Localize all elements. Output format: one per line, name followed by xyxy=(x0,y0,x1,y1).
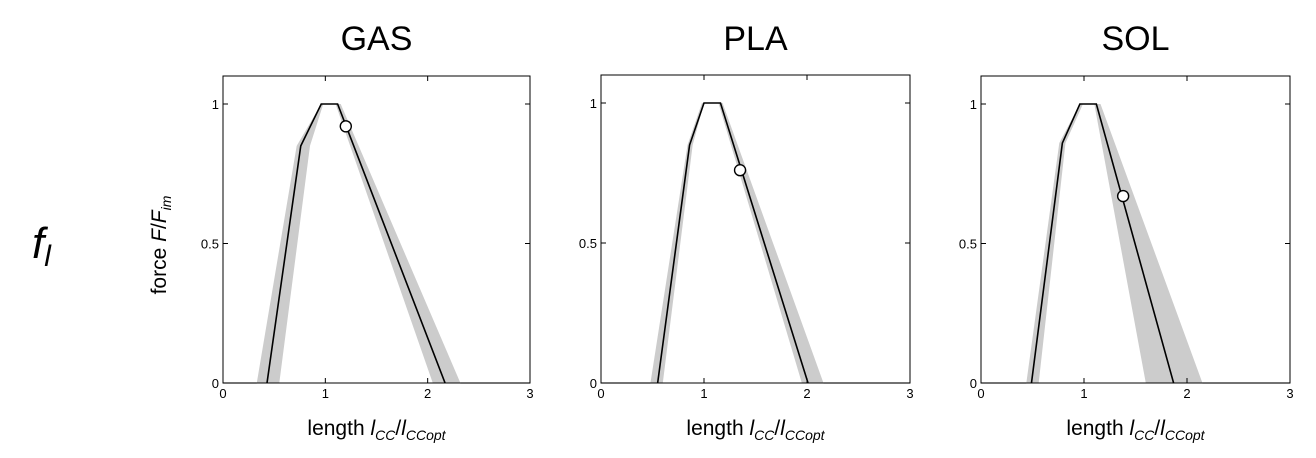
chart-panel-sol: SOL 0 1 2 3 0 0.5 1 length lCC/lCCopt xyxy=(959,20,1294,443)
x-tick-label: 3 xyxy=(526,386,533,401)
uncertainty-band xyxy=(1026,104,1203,383)
force-length-curve xyxy=(266,103,446,384)
y-tick-label: 1 xyxy=(212,97,219,112)
chart-title: GAS xyxy=(341,20,413,58)
optimum-marker xyxy=(339,120,352,133)
force-length-curve xyxy=(656,102,809,384)
x-axis-label: length lCC/lCCopt xyxy=(1066,417,1205,443)
y-tick-label: 0.5 xyxy=(579,236,597,251)
x-tick-label: 0 xyxy=(597,386,604,401)
optimum-marker xyxy=(1116,189,1130,203)
axes-box xyxy=(600,74,911,384)
row-label: fl xyxy=(32,219,52,273)
chart-title: SOL xyxy=(1101,20,1169,58)
uncertainty-band xyxy=(650,103,824,383)
x-tick-label: 1 xyxy=(700,386,707,401)
y-tick-label: 0 xyxy=(212,376,219,391)
optimum-marker xyxy=(733,163,747,177)
x-axis-label: length lCC/lCCopt xyxy=(307,417,446,443)
uncertainty-band xyxy=(256,104,461,383)
axes-box xyxy=(222,75,531,384)
x-tick-label: 2 xyxy=(424,386,431,401)
y-tick-label: 1 xyxy=(970,97,977,112)
chart-title: PLA xyxy=(723,20,788,58)
x-tick-label: 0 xyxy=(977,386,984,401)
y-axis-label: force F/Fim xyxy=(148,195,174,294)
x-tick-label: 1 xyxy=(1080,386,1087,401)
x-axis-label: length lCC/lCCopt xyxy=(686,417,825,443)
y-tick-label: 0 xyxy=(970,376,977,391)
x-tick-label: 1 xyxy=(322,386,329,401)
x-tick-label: 3 xyxy=(906,386,913,401)
axes-box xyxy=(980,75,1291,384)
x-tick-label: 2 xyxy=(803,386,810,401)
chart-panel-pla: PLA 0 1 2 3 0 0.5 1 length lCC/lCCopt xyxy=(579,20,914,443)
x-tick-label: 0 xyxy=(219,386,226,401)
y-tick-label: 1 xyxy=(590,96,597,111)
y-tick-label: 0.5 xyxy=(959,237,977,252)
x-tick-label: 2 xyxy=(1183,386,1190,401)
x-tick-label: 3 xyxy=(1286,386,1293,401)
y-tick-label: 0.5 xyxy=(201,237,219,252)
chart-panel-gas: GAS 0 1 2 3 0 0.5 1 length lCC/lCCopt xyxy=(201,20,534,443)
y-tick-label: 0 xyxy=(590,376,597,391)
